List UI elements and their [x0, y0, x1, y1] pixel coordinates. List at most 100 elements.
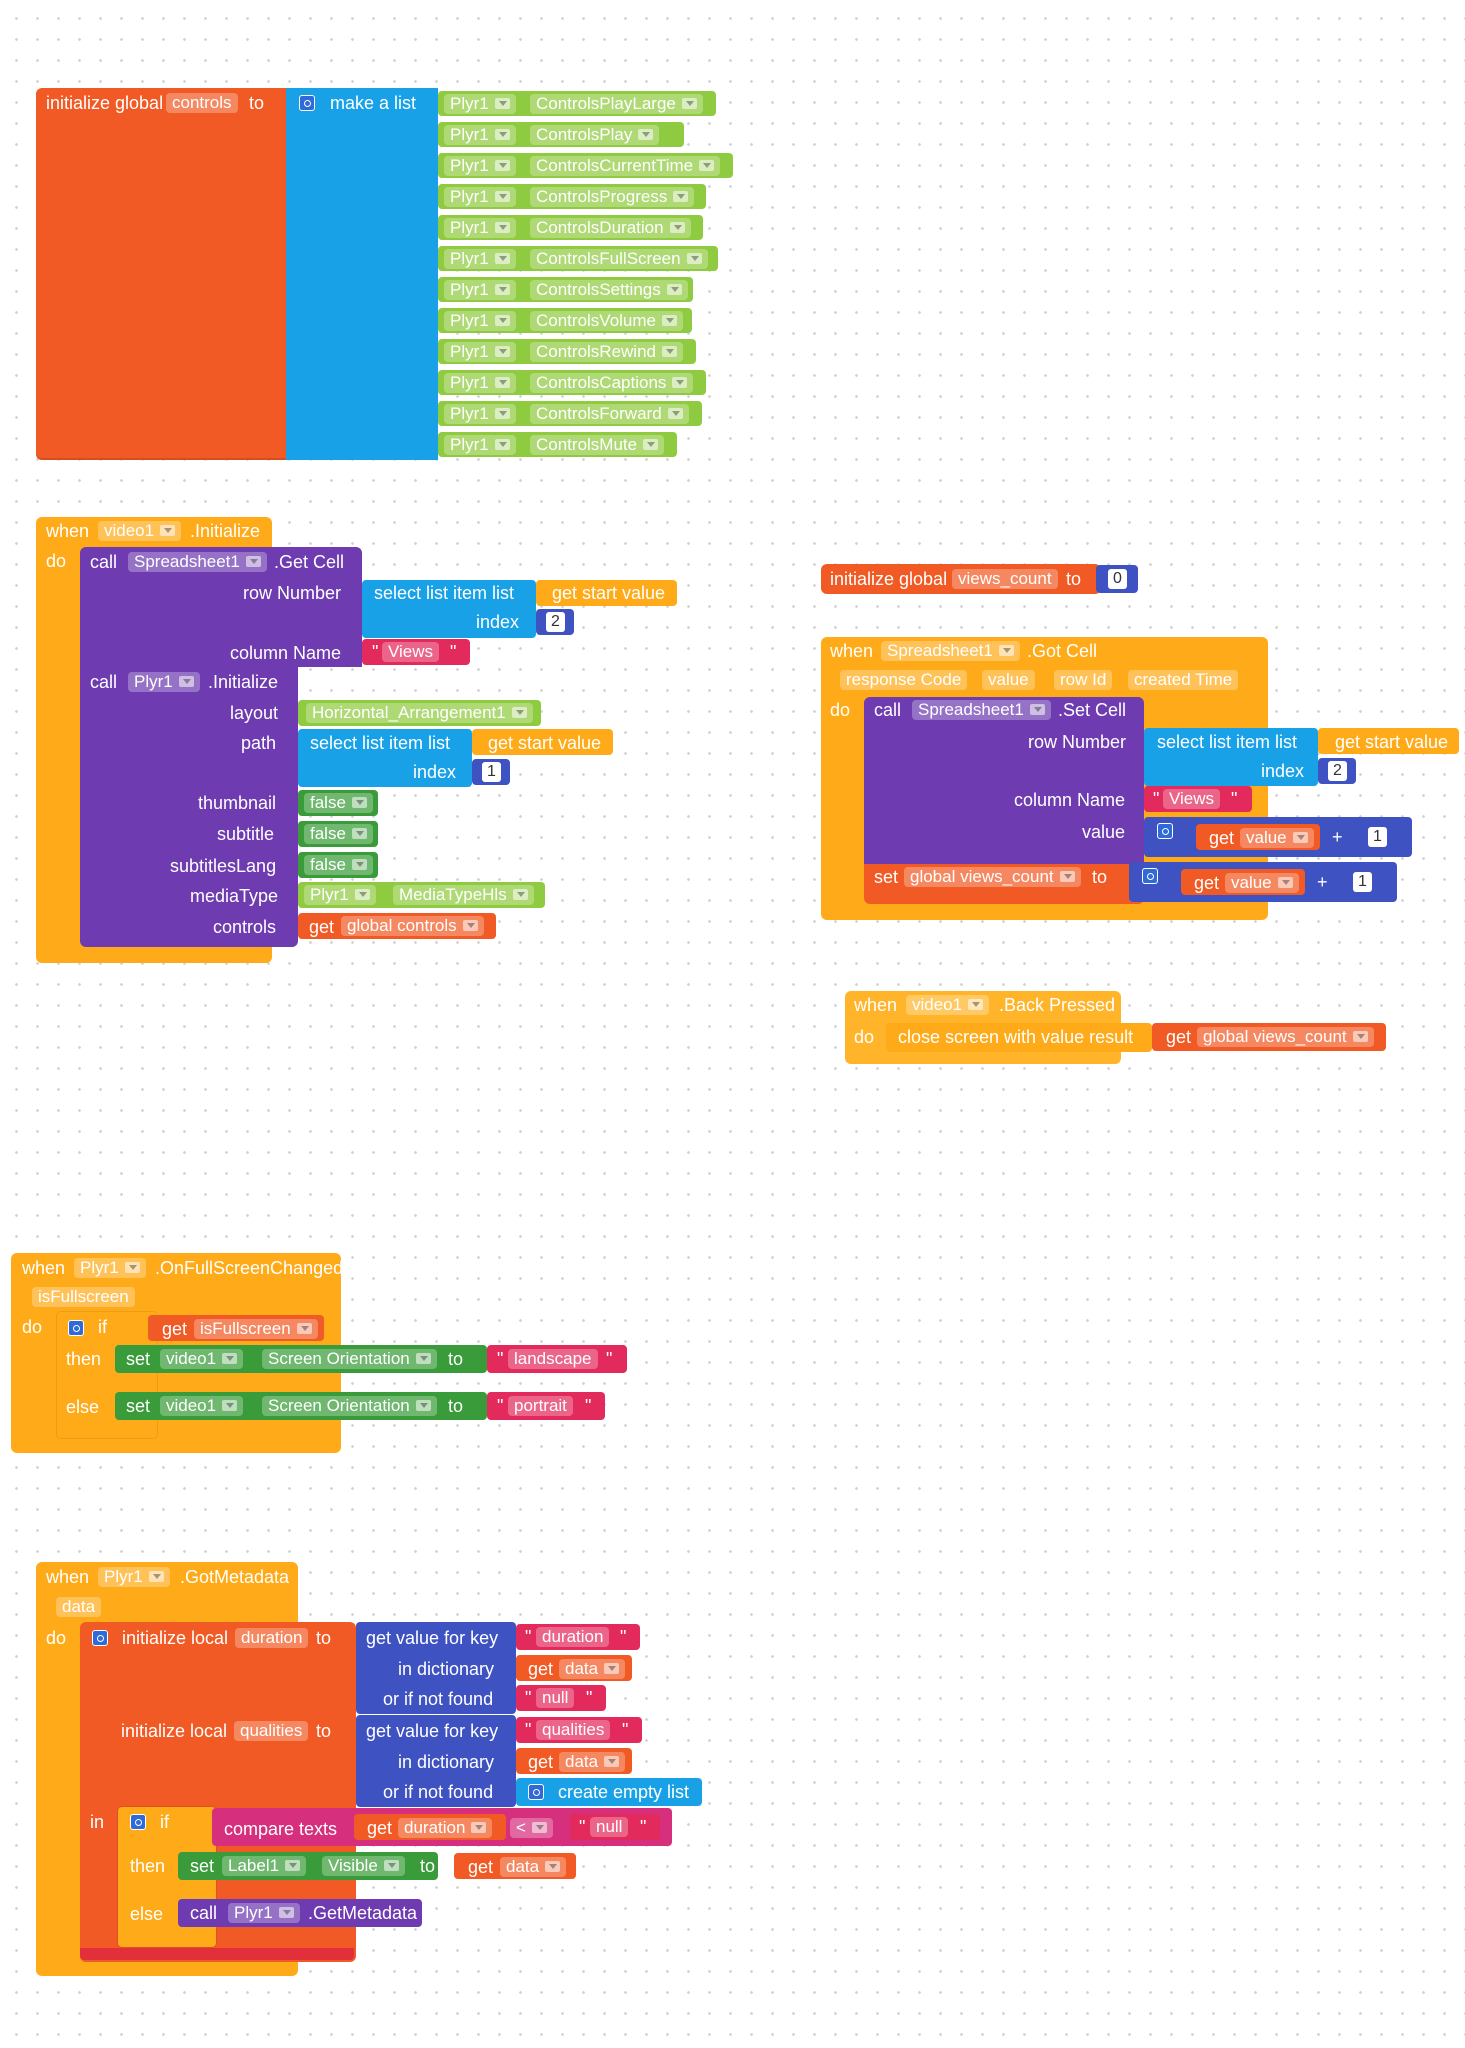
event-param-data[interactable]: data: [56, 1597, 102, 1617]
component-dropdown-plyr1[interactable]: Plyr1: [98, 1567, 170, 1587]
property-dropdown[interactable]: ControlsCaptions: [530, 373, 694, 393]
event-param[interactable]: created Time: [1128, 670, 1239, 690]
select-list-item-block-2[interactable]: [298, 729, 472, 787]
mutator-gear-icon[interactable]: [1157, 823, 1173, 839]
variable-dropdown[interactable]: duration: [398, 1818, 493, 1838]
text-qualities-block[interactable]: [516, 1717, 642, 1743]
mutator-gear-icon[interactable]: [299, 95, 315, 111]
component-property-block[interactable]: [438, 308, 692, 333]
component-dropdown[interactable]: Plyr1: [444, 94, 516, 114]
component-dropdown-video1[interactable]: video1: [160, 1396, 244, 1416]
text-qualities-value[interactable]: qualities: [536, 1720, 611, 1740]
variable-dropdown[interactable]: value: [1240, 828, 1314, 848]
event-param[interactable]: response Code: [840, 670, 968, 690]
variable-dropdown[interactable]: data: [500, 1857, 567, 1877]
variable-dropdown[interactable]: value: [1225, 873, 1299, 893]
text-views-value[interactable]: Views: [1163, 789, 1221, 809]
get-start-value-block-2[interactable]: [472, 729, 613, 755]
property-dropdown[interactable]: ControlsCurrentTime: [530, 156, 721, 176]
component-property-block[interactable]: [438, 432, 677, 457]
false-dropdown[interactable]: false: [304, 824, 373, 844]
media-type-dropdown[interactable]: MediaTypeHls: [393, 885, 534, 905]
make-a-list-block[interactable]: [286, 88, 438, 460]
event-param[interactable]: row Id: [1054, 670, 1113, 690]
local-name-qualities[interactable]: qualities: [234, 1721, 309, 1741]
property-dropdown[interactable]: ControlsPlayLarge: [530, 94, 703, 114]
component-dropdown[interactable]: Plyr1: [444, 187, 516, 207]
layout-dropdown[interactable]: Horizontal_Arrangement1: [306, 703, 533, 723]
property-dropdown[interactable]: ControlsMute: [530, 435, 665, 455]
component-dropdown-spreadsheet1[interactable]: Spreadsheet1: [912, 700, 1051, 720]
component-dropdown[interactable]: Plyr1: [444, 342, 516, 362]
create-empty-list-block[interactable]: [516, 1778, 702, 1806]
property-dropdown[interactable]: ControlsPlay: [530, 125, 660, 145]
component-dropdown-spreadsheet1[interactable]: Spreadsheet1: [881, 641, 1020, 661]
call-spreadsheet-getcell-block[interactable]: [80, 547, 362, 667]
mutator-gear-icon[interactable]: [130, 1814, 146, 1830]
false-dropdown[interactable]: false: [304, 793, 373, 813]
index-value[interactable]: 2: [546, 612, 565, 632]
property-dropdown[interactable]: ControlsVolume: [530, 311, 684, 331]
get-start-value-block[interactable]: [536, 580, 677, 606]
component-dropdown-label1[interactable]: Label1: [222, 1856, 307, 1876]
component-dropdown[interactable]: Plyr1: [444, 311, 516, 331]
call-spreadsheet-setcell-block[interactable]: [864, 697, 1144, 864]
component-property-block[interactable]: [438, 339, 696, 364]
component-property-block[interactable]: [438, 215, 703, 240]
number-value[interactable]: 1: [1353, 872, 1372, 892]
text-portrait-block[interactable]: [487, 1392, 605, 1420]
operator-dropdown[interactable]: <: [510, 1818, 553, 1838]
init-global-views-count-block[interactable]: [821, 564, 1101, 594]
text-views-block[interactable]: [362, 639, 470, 665]
get-start-value-block[interactable]: [1318, 728, 1459, 754]
media-type-block[interactable]: [298, 882, 545, 908]
mutator-gear-icon[interactable]: [92, 1630, 108, 1646]
component-property-block[interactable]: [438, 277, 693, 302]
get-global-views-count-block[interactable]: [1152, 1023, 1386, 1051]
call-plyr1-initialize-block[interactable]: [80, 667, 298, 947]
property-dropdown[interactable]: ControlsDuration: [530, 218, 691, 238]
property-dropdown[interactable]: ControlsForward: [530, 404, 689, 424]
component-dropdown-spreadsheet1[interactable]: Spreadsheet1: [128, 552, 267, 572]
property-dropdown[interactable]: ControlsSettings: [530, 280, 688, 300]
text-null-block[interactable]: [516, 1685, 606, 1711]
component-dropdown-plyr1[interactable]: Plyr1: [74, 1258, 146, 1278]
component-dropdown[interactable]: Plyr1: [444, 280, 516, 300]
variable-dropdown[interactable]: data: [559, 1659, 626, 1679]
variable-name-controls[interactable]: controls: [166, 93, 238, 113]
text-null-value[interactable]: null: [590, 1817, 629, 1837]
variable-dropdown[interactable]: data: [559, 1752, 626, 1772]
component-property-block[interactable]: [438, 91, 716, 116]
variable-dropdown[interactable]: global views_count: [904, 867, 1081, 887]
component-dropdown[interactable]: Plyr1: [444, 156, 516, 176]
text-duration-value[interactable]: duration: [536, 1627, 610, 1647]
text-views-value[interactable]: Views: [382, 642, 440, 662]
variable-dropdown[interactable]: isFullscreen: [194, 1319, 318, 1339]
component-property-block[interactable]: [438, 153, 733, 178]
text-views-block[interactable]: [1144, 786, 1252, 812]
close-screen-with-value-block[interactable]: [886, 1023, 1152, 1052]
property-dropdown[interactable]: Screen Orientation: [262, 1349, 437, 1369]
component-dropdown[interactable]: Plyr1: [444, 125, 516, 145]
component-dropdown[interactable]: Plyr1: [444, 404, 516, 424]
component-dropdown[interactable]: Plyr1: [444, 435, 516, 455]
variable-name-views-count[interactable]: views_count: [952, 569, 1058, 589]
init-global-controls-block[interactable]: [36, 88, 286, 460]
component-dropdown-plyr1[interactable]: Plyr1: [304, 885, 376, 905]
component-property-block[interactable]: [438, 246, 718, 271]
local-name-duration[interactable]: duration: [235, 1628, 309, 1648]
component-dropdown[interactable]: Plyr1: [444, 373, 516, 393]
dictionary-lookup-block[interactable]: [356, 1622, 516, 1714]
text-portrait-value[interactable]: portrait: [508, 1396, 573, 1416]
text-null-block-2[interactable]: [570, 1814, 660, 1840]
false-dropdown[interactable]: false: [304, 855, 373, 875]
property-dropdown[interactable]: Visible: [322, 1856, 405, 1876]
text-landscape-value[interactable]: landscape: [508, 1349, 598, 1369]
number-value[interactable]: 1: [1368, 827, 1387, 847]
select-list-item-block[interactable]: [362, 580, 536, 638]
property-dropdown[interactable]: ControlsProgress: [530, 187, 695, 207]
set-global-views-count-block[interactable]: [864, 864, 1144, 904]
text-null-value[interactable]: null: [536, 1688, 575, 1708]
dictionary-lookup-block-2[interactable]: [356, 1715, 516, 1807]
property-dropdown[interactable]: ControlsRewind: [530, 342, 683, 362]
